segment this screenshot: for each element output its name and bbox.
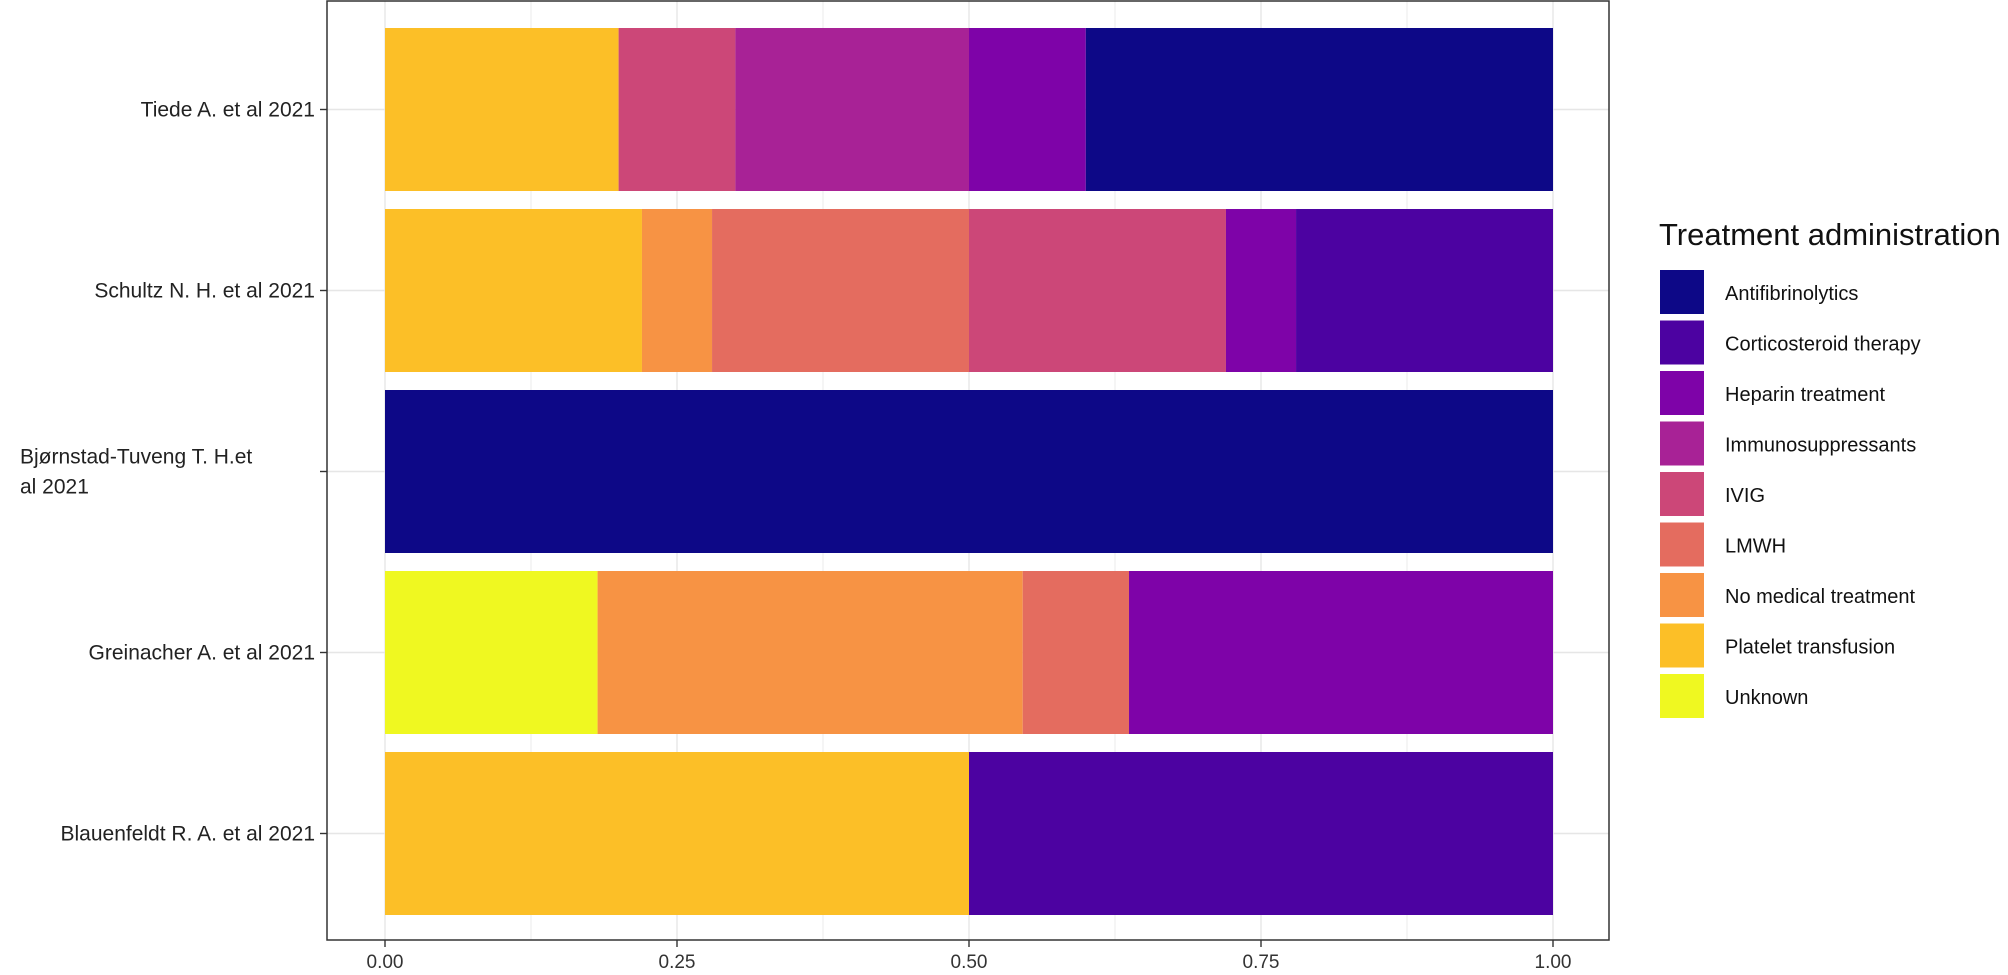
plot-panel-border (326, 0, 1610, 941)
legend-key (1660, 320, 1704, 365)
x-tick-label: 0.50 (951, 952, 988, 973)
bar-segment-no-medical-treatment (641, 209, 713, 372)
bars (385, 28, 1553, 915)
legend-label: IVIG (1725, 485, 1765, 507)
bar-segment-unknown (385, 571, 598, 734)
legend-key (1660, 472, 1704, 516)
legend-label: Corticosteroid therapy (1725, 334, 1921, 356)
bar-segment-heparin-treatment (1129, 571, 1553, 734)
legend-label: Immunosuppressants (1725, 435, 1916, 457)
y-tick-label: Blauenfeldt R. A. et al 2021 (60, 823, 315, 846)
bar-segment-antifibrinolytics (385, 390, 1553, 553)
bar-segment-platelet-transfusion (385, 752, 969, 915)
bar-segment-platelet-transfusion (385, 209, 642, 372)
bar-segment-heparin-treatment (969, 28, 1086, 191)
legend: Treatment administration Antifibrinolyti… (1659, 217, 2001, 718)
y-tick-label: Greinacher A. et al 2021 (89, 642, 315, 665)
bar-segment-corticosteroid-therapy (1296, 209, 1553, 372)
bar-segment-heparin-treatment (1225, 209, 1297, 372)
y-tick-label: Tiede A. et al 2021 (141, 99, 315, 122)
legend-label: No medical treatment (1725, 586, 1916, 608)
legend-title: Treatment administration (1659, 217, 2001, 252)
x-tick-label: 0.75 (1243, 952, 1280, 973)
bar-segment-antifibrinolytics (1085, 28, 1553, 191)
bar-segment-ivig (618, 28, 736, 191)
legend-key (1660, 371, 1704, 415)
bar-segment-no-medical-treatment (597, 571, 1023, 734)
legend-key (1660, 421, 1704, 466)
x-tick-label: 1.00 (1535, 952, 1572, 973)
bar-segment-corticosteroid-therapy (969, 752, 1553, 915)
legend-label: Unknown (1725, 687, 1808, 709)
legend-key (1660, 270, 1704, 314)
legend-label: Antifibrinolytics (1725, 283, 1858, 305)
x-tick-label: 0.25 (659, 952, 696, 973)
legend-label: Platelet transfusion (1725, 637, 1895, 659)
legend-key (1660, 623, 1704, 668)
legend-key (1660, 522, 1704, 567)
bar-segment-lmwh (712, 209, 969, 372)
bar-segment-immunosuppressants (735, 28, 969, 191)
legend-label: LMWH (1725, 536, 1786, 558)
legend-key (1660, 573, 1704, 617)
y-axis: Tiede A. et al 2021 Schultz N. H. et al 2… (20, 99, 327, 846)
y-tick-label: Schultz N. H. et al 2021 (94, 280, 315, 303)
y-tick-label: Bjørnstad-Tuveng T. H.et al 2021 (20, 446, 252, 499)
bar-segment-ivig (969, 209, 1226, 372)
legend-label: Heparin treatment (1725, 384, 1886, 406)
x-axis: 0.00 0.25 0.50 0.75 1.00 (367, 940, 1572, 973)
bar-segment-platelet-transfusion (385, 28, 619, 191)
bar-segment-lmwh (1022, 571, 1130, 734)
x-tick-label: 0.00 (367, 952, 404, 973)
legend-key (1660, 674, 1704, 718)
